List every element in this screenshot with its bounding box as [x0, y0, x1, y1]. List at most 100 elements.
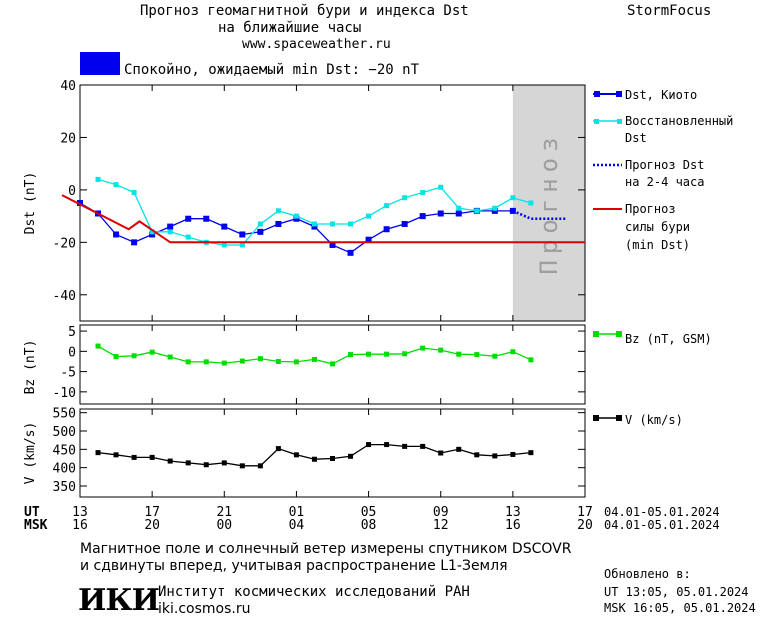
data-point-dst — [401, 220, 408, 227]
data-point-v — [456, 446, 462, 452]
institute-site[interactable]: iki.cosmos.ru — [158, 601, 251, 617]
chart-title-line1: Прогноз геомагнитной бури и индекса Dst — [140, 3, 469, 19]
footer-note-line2: и сдвинуты вперед, учитывая распростране… — [80, 558, 508, 574]
msk-tick-label: 00 — [216, 518, 232, 533]
msk-tick-label: 16 — [72, 518, 88, 533]
legend: Dst, Киото Восстановленный Dst Прогноз D… — [593, 88, 733, 427]
data-point-bz — [185, 359, 191, 365]
data-point-v — [384, 442, 390, 448]
data-point-bz — [203, 359, 209, 365]
data-point-dst — [221, 242, 227, 248]
data-point-v — [149, 454, 155, 460]
data-point-bz — [275, 358, 281, 364]
y-tick-label: 40 — [60, 79, 76, 94]
data-point-bz — [257, 356, 263, 362]
data-point-bz — [95, 343, 101, 349]
data-point-dst — [438, 184, 444, 190]
data-point-dst — [239, 231, 246, 238]
data-point-bz — [167, 354, 173, 360]
y-tick-label: 0 — [68, 345, 76, 360]
data-point-dst — [167, 229, 173, 235]
y-tick-label: 500 — [53, 425, 76, 440]
legend-dst-kyoto: Dst, Киото — [625, 88, 697, 102]
data-point-bz — [456, 351, 462, 357]
ut-tick-label: 09 — [433, 505, 449, 520]
data-point-dst — [113, 231, 120, 238]
ut-tick-label: 01 — [289, 505, 305, 520]
forecast-band-label: Прогноз — [535, 131, 563, 274]
data-point-bz — [149, 349, 155, 355]
data-point-v — [95, 450, 101, 456]
data-point-v — [131, 454, 137, 460]
data-point-dst — [456, 205, 462, 211]
status-text: Спокойно, ожидаемый min Dst: −20 nT — [124, 62, 420, 78]
data-point-bz — [420, 345, 426, 351]
legend-v: V (km/s) — [625, 413, 683, 427]
data-point-v — [528, 450, 534, 456]
data-point-dst — [149, 231, 156, 238]
data-point-v — [492, 453, 498, 459]
data-point-v — [474, 452, 480, 458]
msk-tick-label: 20 — [577, 518, 593, 533]
series-line-dst-2 — [512, 209, 567, 220]
data-point-dst — [528, 200, 534, 206]
series-line-dst-0 — [79, 202, 513, 254]
data-point-bz — [438, 347, 444, 353]
data-point-v — [366, 442, 372, 448]
data-point-v — [293, 452, 299, 458]
legend-forecast-dst-line2: на 2-4 часа — [625, 175, 704, 189]
data-point-dst — [257, 228, 264, 235]
data-point-v — [257, 463, 263, 469]
msk-tick-label: 20 — [144, 518, 160, 533]
y-tick-label: 20 — [60, 131, 76, 146]
data-point-bz — [131, 353, 137, 359]
ut-axis-label: UT — [24, 505, 40, 520]
legend-restored-line2: Dst — [625, 131, 647, 145]
legend-v-marker-b — [616, 415, 622, 421]
data-point-v — [510, 451, 516, 457]
msk-tick-label: 04 — [289, 518, 305, 533]
data-point-v — [348, 453, 354, 459]
legend-restored-marker-b — [617, 119, 622, 124]
data-point-dst — [113, 182, 119, 188]
ut-tick-label: 17 — [577, 505, 593, 520]
footer-note-line1: Магнитное поле и солнечный ветер измерен… — [80, 541, 572, 557]
data-point-bz — [492, 353, 498, 359]
data-point-dst — [437, 210, 444, 217]
data-point-dst — [383, 226, 390, 233]
data-point-dst — [131, 190, 137, 196]
data-point-v — [330, 456, 335, 461]
y-tick-label: -40 — [53, 289, 76, 304]
data-point-bz — [221, 360, 227, 366]
bz-ylabel: Bz (nT) — [23, 340, 38, 395]
site-url[interactable]: www.spaceweather.ru — [242, 37, 391, 52]
data-point-dst — [365, 236, 372, 243]
status-color-swatch — [80, 52, 120, 75]
data-point-bz — [330, 361, 335, 367]
data-point-bz — [348, 352, 354, 358]
institute-name: Институт космических исследований РАН — [158, 584, 470, 600]
data-point-dst — [510, 195, 516, 201]
ut-tick-label: 13 — [72, 505, 88, 520]
updated-ut: UT 13:05, 05.01.2024 — [604, 585, 749, 599]
legend-storm-line1: Прогноз — [625, 202, 676, 216]
data-point-dst — [348, 221, 354, 227]
data-point-v — [239, 463, 245, 469]
data-point-v — [420, 443, 426, 449]
ut-tick-label: 13 — [505, 505, 521, 520]
data-point-v — [221, 460, 227, 466]
data-point-dst — [492, 205, 498, 211]
data-point-bz — [474, 352, 480, 358]
updated-label: Обновлено в: — [604, 567, 691, 581]
data-point-bz — [402, 351, 408, 357]
y-tick-label: 5 — [68, 325, 76, 340]
data-point-dst — [185, 215, 192, 222]
chart-title-line2: на ближайшие часы — [218, 20, 362, 36]
updated-msk: MSK 16:05, 05.01.2024 — [604, 601, 756, 615]
msk-tick-label: 16 — [505, 518, 521, 533]
legend-bz-marker-a — [593, 331, 599, 337]
legend-storm-line3: (min Dst) — [625, 238, 690, 252]
forecast-band — [512, 85, 585, 321]
data-point-dst — [257, 221, 263, 227]
iki-logo: ИКИ — [78, 583, 160, 618]
